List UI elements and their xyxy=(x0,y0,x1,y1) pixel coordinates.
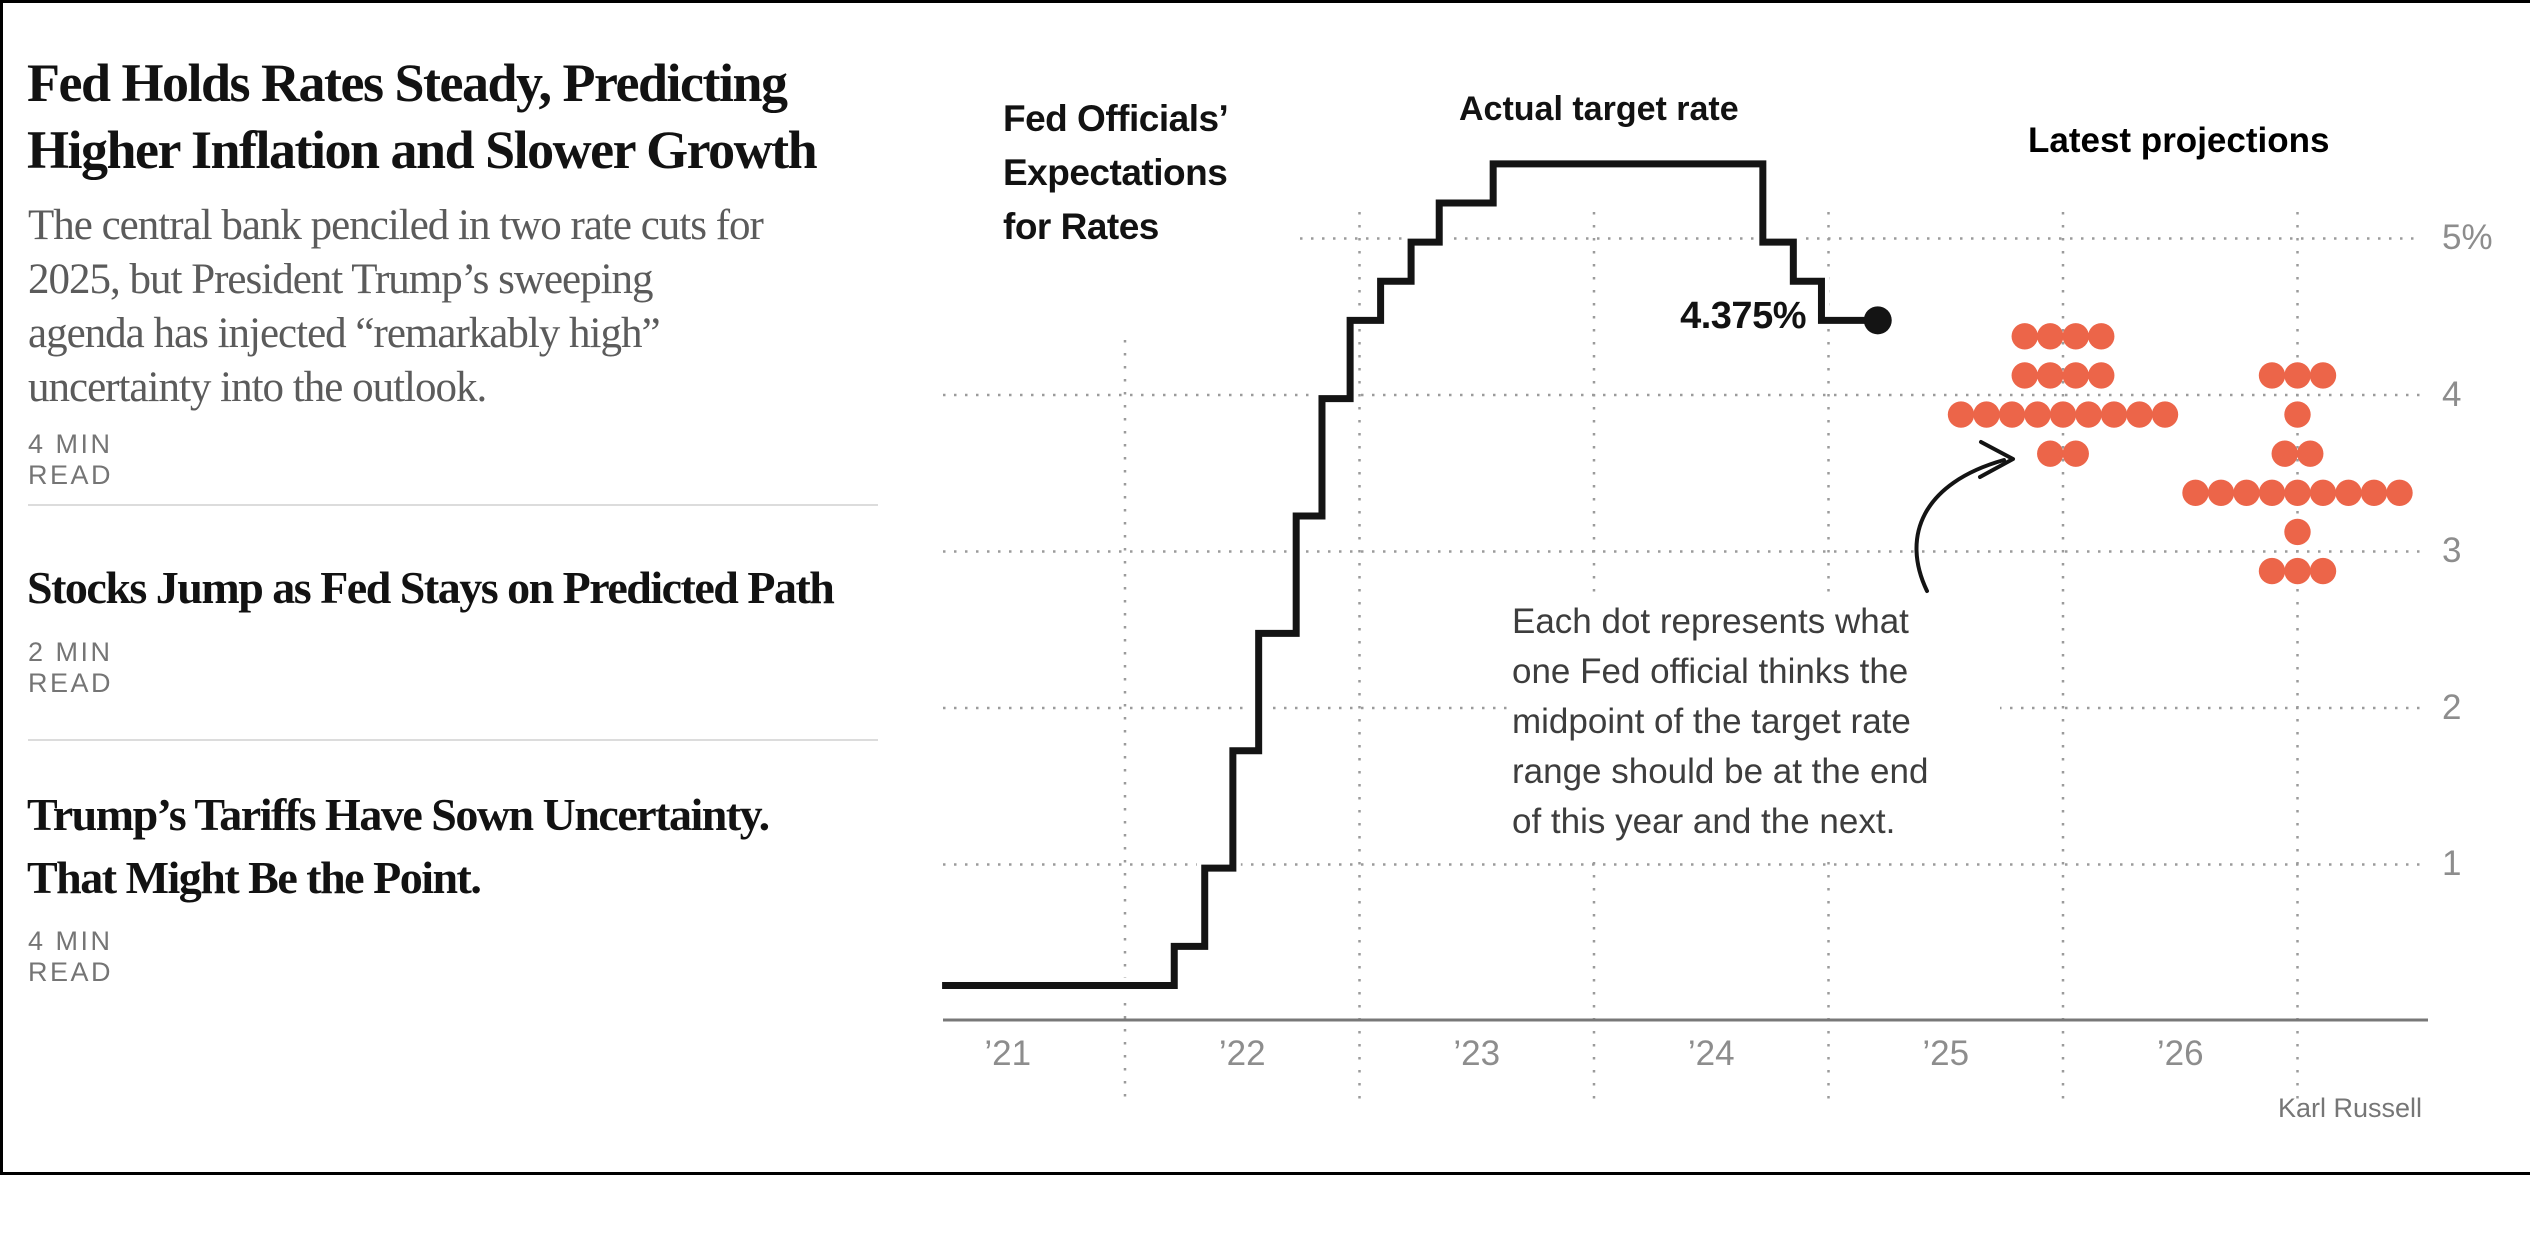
article-headline-trump-tariffs[interactable]: Trump’s Tariffs Have Sown Uncertainty. T… xyxy=(27,789,770,903)
target-rate-step-line xyxy=(942,160,1878,989)
projection-dot-2026-3.625 xyxy=(2297,440,2324,467)
y-axis-label-1: 1 xyxy=(2442,844,2462,883)
x-axis-label-2025: ’25 xyxy=(1922,1034,1970,1073)
projection-dot-2026-4.125 xyxy=(2258,362,2286,389)
target-rate-line-casing xyxy=(942,155,1878,994)
read-time-badge: 4 MIN READ xyxy=(28,429,114,490)
projection-dot-2025-4.125 xyxy=(2088,362,2115,389)
projection-dot-2026-3.375 xyxy=(2258,479,2286,507)
chart-credit: Karl Russell xyxy=(2277,1093,2422,1123)
projection-dot-2025-3.875 xyxy=(2100,401,2128,428)
projection-dot-2025-3.875 xyxy=(2049,401,2077,428)
x-axis-label-2023: ’23 xyxy=(1453,1034,1501,1073)
page-border-bottom xyxy=(0,1172,2530,1175)
read-time-badge: 4 MIN READ xyxy=(28,926,114,987)
page-border-left xyxy=(0,0,3,1175)
projection-dot-2026-3.375 xyxy=(2335,479,2362,507)
annotation-arrowhead xyxy=(1978,440,2015,479)
projection-dot-2026-3.375 xyxy=(2284,479,2311,507)
x-axis-label-2021: ’21 xyxy=(984,1034,1032,1073)
x-axis-label-2024: ’24 xyxy=(1687,1034,1735,1073)
x-axis-label-2026: ’26 xyxy=(2156,1034,2204,1073)
projection-dot-2026-3.625 xyxy=(2271,440,2298,467)
projection-dot-2026-3.375 xyxy=(2309,479,2337,507)
projection-dot-2025-4.375 xyxy=(2011,323,2038,350)
article-divider xyxy=(28,504,878,506)
projection-dot-2026-3.125 xyxy=(2284,518,2311,546)
projection-dot-2025-3.875 xyxy=(2075,401,2102,428)
projection-dot-2025-3.625 xyxy=(2062,440,2089,467)
projection-dot-2026-3.875 xyxy=(2284,401,2311,428)
projection-dot-2025-3.875 xyxy=(1998,401,2026,428)
annotation-arrow-curve xyxy=(1914,458,2006,593)
projection-dot-2025-3.875 xyxy=(1947,401,1975,428)
projection-dot-2025-3.875 xyxy=(1973,401,2000,428)
chart-title: Fed Officials’ Expectations for Rates xyxy=(1003,90,1239,258)
article-divider xyxy=(28,739,878,741)
projection-dot-2026-3.375 xyxy=(2182,479,2209,507)
projection-dot-2025-3.875 xyxy=(2151,401,2179,428)
projection-dot-2025-4.125 xyxy=(2037,362,2064,389)
projection-dot-2026-2.875 xyxy=(2284,557,2311,585)
read-time-badge: 2 MIN READ xyxy=(28,637,114,698)
article-headline-stocks-jump[interactable]: Stocks Jump as Fed Stays on Predicted Pa… xyxy=(27,562,835,613)
y-axis-label-4: 4 xyxy=(2442,375,2462,414)
projection-dot-2026-2.875 xyxy=(2258,557,2286,585)
projection-dot-2025-3.875 xyxy=(2126,401,2153,428)
latest-projections-series-label: Latest projections xyxy=(2028,121,2330,160)
y-axis-label-5: 5% xyxy=(2442,218,2493,257)
article-headline-fed-holds-rates[interactable]: Fed Holds Rates Steady, Predicting Highe… xyxy=(27,53,818,180)
projection-dot-2026-3.375 xyxy=(2207,479,2235,507)
actual-target-rate-series-label: Actual target rate xyxy=(1459,90,1739,128)
y-axis-label-2: 2 xyxy=(2442,688,2462,727)
dot-plot-annotation: Each dot represents what one Fed officia… xyxy=(1512,597,2000,853)
projection-dot-2025-4.375 xyxy=(2062,323,2089,350)
projection-dot-2026-2.875 xyxy=(2309,557,2337,585)
y-axis-label-3: 3 xyxy=(2442,531,2462,570)
projection-dot-2026-4.125 xyxy=(2309,362,2337,389)
projection-dot-2025-3.625 xyxy=(2037,440,2064,467)
projection-dot-2026-4.125 xyxy=(2284,362,2311,389)
projection-dot-2026-3.375 xyxy=(2360,479,2388,507)
projection-dot-2025-4.125 xyxy=(2011,362,2038,389)
projection-dot-2025-4.125 xyxy=(2062,362,2089,389)
projection-dot-2026-3.375 xyxy=(2386,479,2413,507)
projection-dot-2026-3.375 xyxy=(2233,479,2260,507)
projection-dot-2025-4.375 xyxy=(2037,323,2064,350)
current-rate-dot xyxy=(1863,306,1892,335)
article-summary: The central bank penciled in two rate cu… xyxy=(28,202,764,411)
x-axis-label-2022: ’22 xyxy=(1218,1034,1266,1073)
projection-dot-2025-4.375 xyxy=(2088,323,2115,350)
page-border-top xyxy=(0,0,2530,3)
projection-dot-2025-3.875 xyxy=(2024,401,2051,428)
current-rate-value-label: 4.375% xyxy=(1680,295,1806,337)
